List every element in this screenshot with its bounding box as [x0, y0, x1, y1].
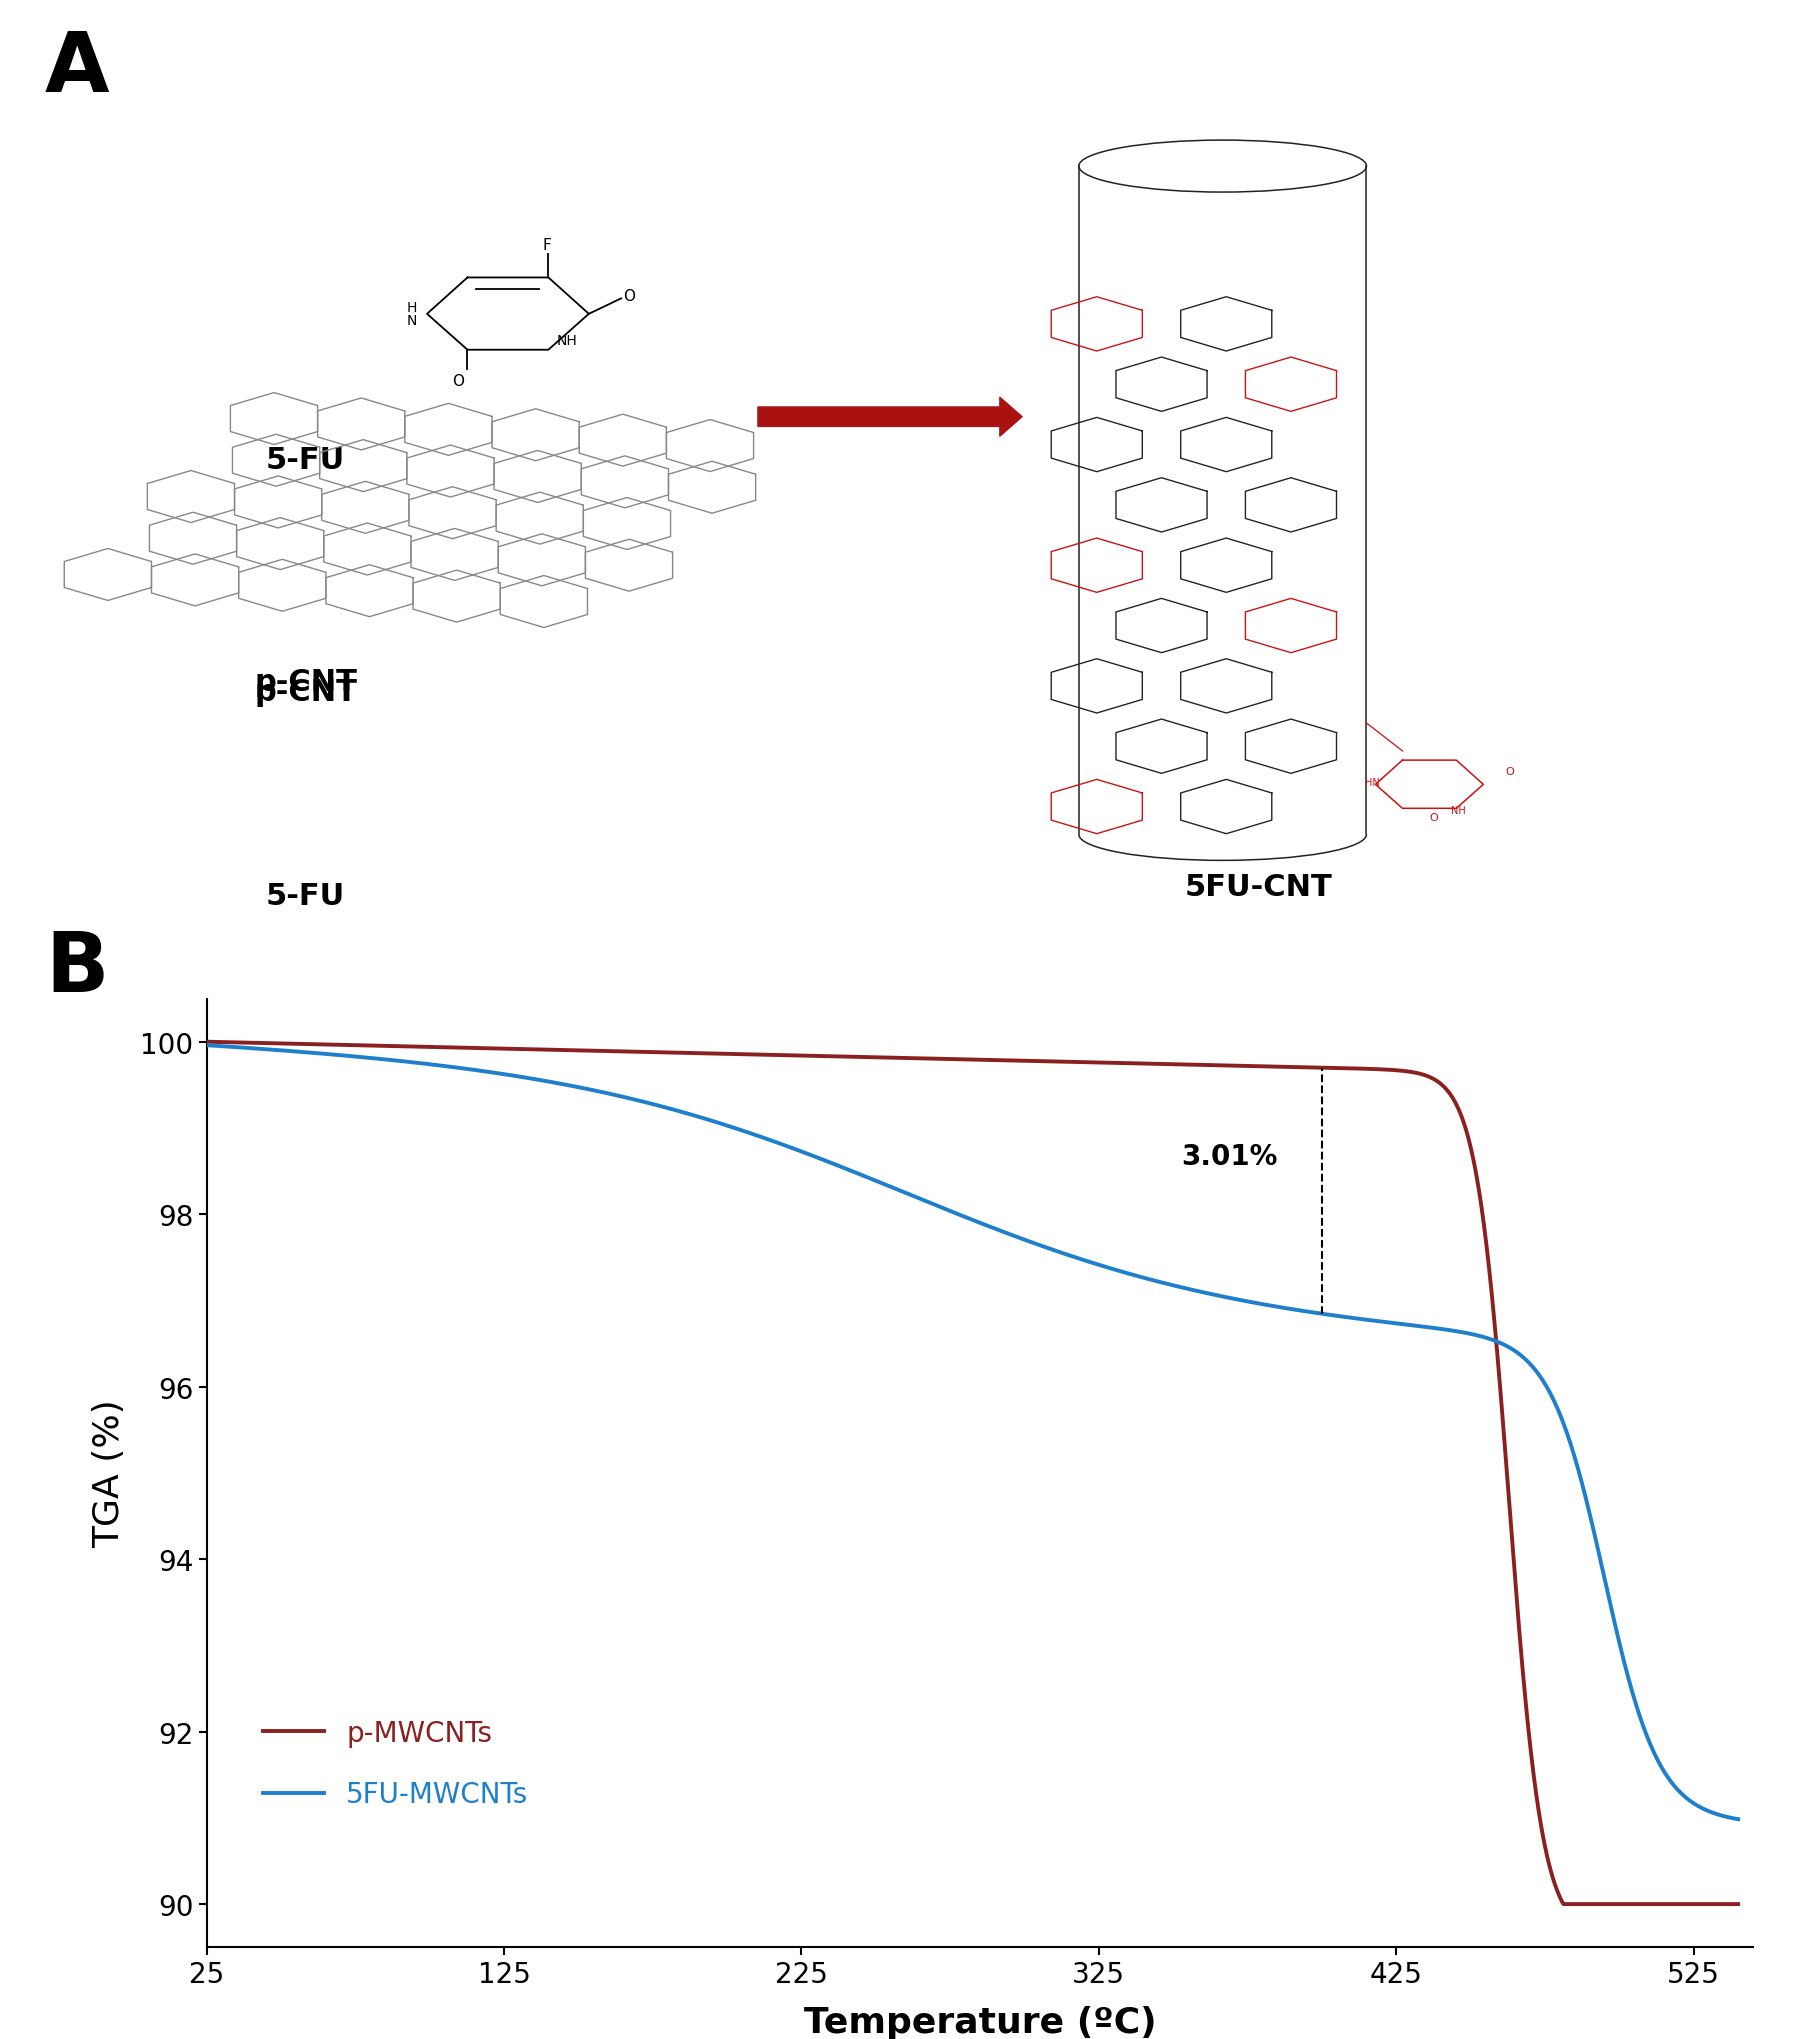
Text: p-CNT: p-CNT [254, 677, 358, 705]
Text: p-CNT: p-CNT [254, 669, 358, 697]
Text: O: O [453, 373, 464, 389]
Text: O: O [622, 290, 635, 304]
FancyArrowPatch shape [759, 398, 1021, 436]
Legend: p-MWCNTs, 5FU-MWCNTs: p-MWCNTs, 5FU-MWCNTs [252, 1709, 539, 1819]
Text: HN: HN [1365, 777, 1379, 787]
Text: F: F [543, 237, 552, 253]
Text: H
N: H N [406, 302, 417, 328]
Text: NH: NH [1451, 805, 1465, 816]
Text: 5-FU: 5-FU [266, 445, 345, 475]
Text: 5FU-CNT: 5FU-CNT [1185, 873, 1332, 901]
X-axis label: Temperature (ºC): Temperature (ºC) [804, 2004, 1156, 2039]
Text: 3.01%: 3.01% [1181, 1142, 1277, 1170]
Text: B: B [45, 928, 108, 1009]
Text: O: O [1429, 814, 1438, 822]
Text: NH: NH [557, 334, 577, 349]
Text: O: O [1505, 767, 1514, 777]
Y-axis label: TGA (%): TGA (%) [92, 1399, 126, 1548]
Text: 5-FU: 5-FU [266, 881, 345, 909]
Text: A: A [45, 29, 110, 108]
